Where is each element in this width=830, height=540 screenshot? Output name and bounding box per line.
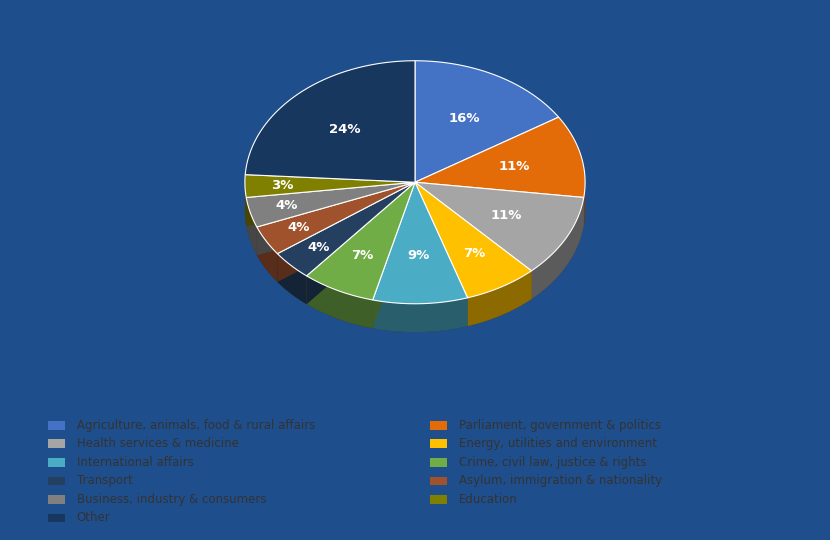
Text: International affairs: International affairs [76,456,193,469]
Text: 4%: 4% [307,241,330,254]
Polygon shape [247,183,415,226]
FancyBboxPatch shape [430,495,447,504]
Polygon shape [256,183,415,255]
Text: 7%: 7% [351,249,374,262]
Polygon shape [306,276,373,328]
Polygon shape [245,60,415,183]
Text: Education: Education [458,493,517,506]
Polygon shape [277,183,415,282]
Polygon shape [247,183,415,226]
Polygon shape [373,298,467,332]
FancyBboxPatch shape [48,421,66,430]
Polygon shape [415,183,583,271]
Text: 7%: 7% [463,247,485,260]
Polygon shape [415,60,559,183]
Polygon shape [415,183,467,326]
Text: 24%: 24% [330,123,361,136]
Text: Agriculture, animals, food & rural affairs: Agriculture, animals, food & rural affai… [76,419,315,432]
Text: 4%: 4% [276,199,298,212]
Polygon shape [277,183,415,282]
Text: 9%: 9% [407,248,429,261]
FancyBboxPatch shape [48,476,66,485]
Polygon shape [415,183,531,299]
Polygon shape [373,183,467,303]
Polygon shape [415,183,583,226]
Text: Asylum, immigration & nationality: Asylum, immigration & nationality [458,474,662,488]
Text: Energy, utilities and environment: Energy, utilities and environment [458,437,657,450]
Polygon shape [373,183,415,328]
Text: Parliament, government & politics: Parliament, government & politics [458,419,661,432]
FancyBboxPatch shape [48,458,66,467]
FancyBboxPatch shape [48,440,66,448]
FancyBboxPatch shape [430,440,447,448]
FancyBboxPatch shape [430,476,447,485]
Polygon shape [256,183,415,254]
Polygon shape [531,198,583,299]
Polygon shape [277,183,415,276]
Polygon shape [415,183,583,226]
FancyBboxPatch shape [430,458,447,467]
Polygon shape [467,271,531,326]
Polygon shape [306,183,415,300]
Text: Health services & medicine: Health services & medicine [76,437,238,450]
Polygon shape [306,183,415,304]
FancyBboxPatch shape [48,495,66,504]
Text: 3%: 3% [271,179,294,192]
FancyBboxPatch shape [48,514,66,522]
Text: 16%: 16% [448,112,480,125]
Polygon shape [415,183,467,326]
Polygon shape [245,183,247,226]
Polygon shape [415,117,585,198]
Polygon shape [256,227,277,282]
FancyBboxPatch shape [430,421,447,430]
Text: Business, industry & consumers: Business, industry & consumers [76,493,266,506]
Polygon shape [415,183,531,298]
Polygon shape [306,183,415,304]
Text: 4%: 4% [287,221,310,234]
Polygon shape [256,183,415,255]
Text: Crime, civil law, justice & rights: Crime, civil law, justice & rights [458,456,646,469]
Polygon shape [373,183,415,328]
Polygon shape [415,183,531,299]
Text: 11%: 11% [491,209,521,222]
Text: 11%: 11% [499,160,530,173]
Polygon shape [277,254,306,304]
Polygon shape [245,211,585,332]
Polygon shape [245,174,415,198]
Text: Transport: Transport [76,474,133,488]
Polygon shape [247,183,415,227]
Polygon shape [583,183,585,226]
Text: Other: Other [76,511,110,524]
Polygon shape [247,198,256,255]
